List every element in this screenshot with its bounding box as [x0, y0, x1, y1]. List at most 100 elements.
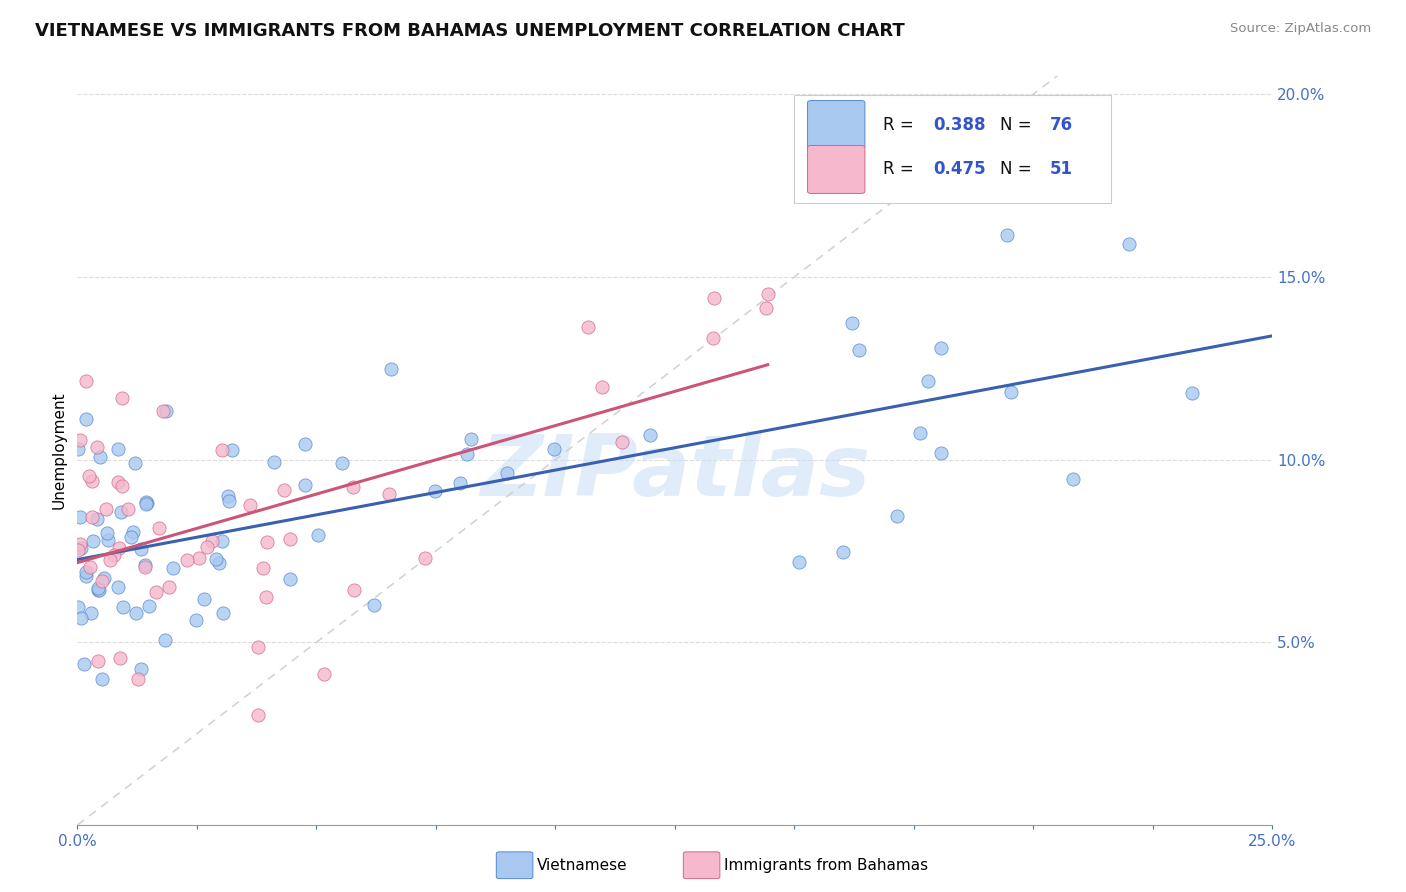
Point: [66, 599, 89, 614]
Point: [70, 541, 93, 555]
Point: [205, 552, 228, 566]
Point: [1181, 385, 1204, 400]
Text: N =: N =: [1000, 161, 1036, 178]
FancyBboxPatch shape: [794, 95, 1111, 203]
Point: [423, 483, 446, 498]
Point: [79, 560, 101, 574]
Point: [93, 571, 115, 585]
Point: [380, 361, 402, 376]
Point: [280, 532, 302, 546]
Point: [218, 494, 240, 508]
Point: [87, 654, 110, 668]
Point: [591, 380, 613, 394]
Point: [110, 391, 132, 405]
Point: [294, 437, 316, 451]
Point: [75, 412, 97, 426]
Point: [155, 632, 177, 647]
Point: [929, 446, 952, 460]
Text: 0.388: 0.388: [934, 116, 986, 134]
Point: [263, 455, 285, 469]
Point: [152, 404, 174, 418]
Point: [460, 433, 482, 447]
Point: [787, 555, 810, 569]
Point: [343, 583, 366, 598]
Point: [212, 607, 235, 621]
Point: [917, 374, 939, 388]
Point: [135, 497, 157, 511]
Text: VIETNAMESE VS IMMIGRANTS FROM BAHAMAS UNEMPLOYMENT CORRELATION CHART: VIETNAMESE VS IMMIGRANTS FROM BAHAMAS UN…: [35, 22, 905, 40]
Point: [127, 672, 149, 686]
Point: [77, 468, 100, 483]
Point: [75, 565, 97, 579]
Point: [91, 672, 114, 686]
Point: [69, 510, 91, 524]
Point: [377, 487, 399, 501]
Point: [217, 489, 239, 503]
Point: [910, 425, 932, 440]
Point: [120, 530, 142, 544]
Text: 76: 76: [1050, 116, 1073, 134]
Point: [89, 450, 111, 464]
Point: [195, 540, 218, 554]
Point: [612, 434, 634, 449]
Point: [82, 510, 104, 524]
Point: [73, 657, 96, 671]
Point: [363, 598, 385, 612]
Point: [239, 498, 262, 512]
Point: [640, 428, 662, 442]
Point: [107, 541, 129, 556]
Text: R =: R =: [883, 116, 920, 134]
Point: [848, 343, 870, 357]
Point: [75, 374, 97, 388]
Point: [841, 316, 863, 330]
Point: [1000, 384, 1022, 399]
Point: [108, 651, 131, 665]
Point: [98, 553, 121, 567]
Point: [211, 442, 233, 457]
Point: [449, 475, 471, 490]
Point: [886, 509, 908, 524]
Point: [314, 666, 336, 681]
Y-axis label: Unemployment: Unemployment: [51, 392, 66, 509]
Point: [69, 433, 91, 447]
Text: N =: N =: [1000, 116, 1036, 134]
Point: [256, 535, 278, 549]
Point: [254, 590, 277, 604]
Point: [307, 528, 329, 542]
Point: [103, 548, 125, 562]
Point: [86, 440, 108, 454]
Point: [246, 640, 269, 654]
FancyBboxPatch shape: [807, 101, 865, 148]
Point: [129, 662, 152, 676]
Text: Source: ZipAtlas.com: Source: ZipAtlas.com: [1230, 22, 1371, 36]
Point: [91, 574, 114, 588]
Point: [756, 287, 779, 301]
Point: [117, 501, 139, 516]
Point: [576, 320, 599, 334]
Point: [70, 610, 93, 624]
Point: [211, 534, 233, 549]
Point: [157, 581, 180, 595]
Point: [1062, 472, 1084, 486]
Point: [124, 456, 146, 470]
Point: [247, 708, 270, 723]
Point: [67, 543, 90, 558]
Text: Vietnamese: Vietnamese: [537, 858, 627, 872]
Point: [543, 442, 565, 457]
Text: 0.475: 0.475: [934, 161, 986, 178]
Point: [138, 599, 160, 614]
Point: [96, 526, 118, 541]
Point: [131, 542, 153, 557]
Point: [97, 533, 120, 548]
Point: [294, 478, 316, 492]
Point: [176, 553, 198, 567]
Point: [995, 227, 1018, 242]
Point: [87, 581, 110, 595]
Point: [208, 556, 231, 570]
Point: [110, 505, 132, 519]
Point: [87, 582, 110, 597]
Text: R =: R =: [883, 161, 920, 178]
Point: [135, 495, 157, 509]
Point: [135, 496, 157, 510]
Point: [495, 466, 517, 480]
